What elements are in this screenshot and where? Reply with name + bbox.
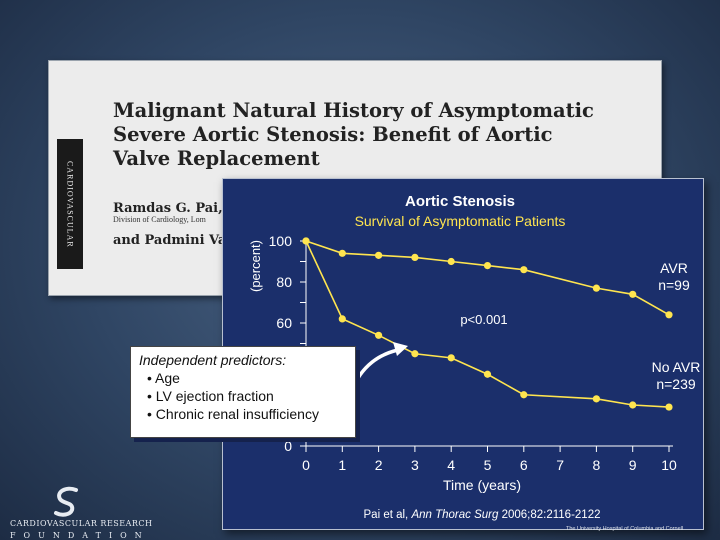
journal-section-label: CARDIOVASCULAR xyxy=(57,139,83,269)
chart-series-labels: AVR n=99 No AVR n=239 xyxy=(652,260,701,392)
predictor-item: Age xyxy=(147,369,347,387)
predictor-item: LV ejection fraction xyxy=(147,387,347,405)
callout-arrow-shaft xyxy=(356,348,400,380)
citation: Pai et al, Ann Thorac Surg 2006;82:2116-… xyxy=(364,509,601,521)
hospital-logo: The University Hospital of Columbia and … xyxy=(566,526,684,532)
swirl-logo-icon xyxy=(54,486,78,517)
x-tick-label: 1 xyxy=(338,457,346,473)
y-tick-label: 100 xyxy=(269,233,293,249)
data-point xyxy=(520,266,528,274)
paper-affiliation: Division of Cardiology, Lom xyxy=(113,215,206,224)
org-name: CARDIOVASCULAR RESEARCH xyxy=(10,519,153,528)
p-value-label: p<0.001 xyxy=(460,312,507,327)
series-label-line: AVR xyxy=(660,260,688,276)
citation-suffix: 2006;82:2116-2122 xyxy=(498,509,600,521)
x-tick-label: 5 xyxy=(484,457,492,473)
y-tick-label: 0 xyxy=(284,438,292,454)
data-point xyxy=(447,257,455,266)
y-axis-label: (percent) xyxy=(248,240,263,292)
y-tick-label: 80 xyxy=(276,274,292,290)
data-point xyxy=(592,284,600,292)
data-point xyxy=(338,315,346,323)
x-tick-label: 10 xyxy=(661,457,677,473)
predictor-item: Chronic renal insufficiency xyxy=(147,405,347,423)
series-label-line: No AVR xyxy=(652,359,701,375)
x-tick-label: 9 xyxy=(629,457,637,473)
chart-title: Aortic Stenosis xyxy=(405,193,515,210)
data-point xyxy=(447,354,455,362)
predictors-callout: Independent predictors: Age LV ejection … xyxy=(130,346,356,438)
predictors-title: Independent predictors: xyxy=(139,352,287,368)
data-point xyxy=(302,237,310,245)
data-point xyxy=(665,403,673,411)
series-label: No AVR n=239 xyxy=(652,359,701,392)
paper-title-line-3: Valve Replacement xyxy=(113,147,320,170)
data-point xyxy=(629,290,637,298)
org-suffix: FOUNDATION xyxy=(10,531,150,540)
data-point xyxy=(411,253,419,261)
data-point xyxy=(520,391,528,399)
chart-annotations: p<0.001 xyxy=(356,312,508,380)
survival-chart: Aortic Stenosis Survival of Asymptomatic… xyxy=(248,193,701,521)
data-point xyxy=(338,249,346,257)
series-line-avr xyxy=(305,240,670,316)
chart-series xyxy=(302,237,673,411)
predictors-list: Age LV ejection fraction Chronic renal i… xyxy=(139,369,347,423)
data-point xyxy=(411,350,419,358)
cvrf-logo: CARDIOVASCULAR RESEARCH FOUNDATION xyxy=(6,484,166,540)
x-tick-label: 7 xyxy=(556,457,564,473)
x-tick-label: 6 xyxy=(520,457,528,473)
x-axis-label: Time (years) xyxy=(443,477,521,493)
series-label: AVR n=99 xyxy=(658,260,690,293)
data-point xyxy=(375,251,383,259)
x-tick-label: 0 xyxy=(302,457,310,473)
citation-journal: Ann Thorac Surg xyxy=(410,509,499,521)
data-point xyxy=(629,401,637,409)
y-tick-label: 60 xyxy=(276,315,292,331)
data-point xyxy=(375,331,383,339)
citation-prefix: Pai et al, xyxy=(364,509,412,521)
data-point xyxy=(483,262,492,270)
data-point xyxy=(483,370,492,378)
chart-subtitle: Survival of Asymptomatic Patients xyxy=(355,213,566,229)
callout-arrowhead-icon xyxy=(393,342,408,356)
series-label-line: n=239 xyxy=(656,376,696,392)
paper-title-line-1: Malignant Natural History of Asymptomati… xyxy=(113,99,594,122)
x-tick-label: 3 xyxy=(411,457,419,473)
series-label-line: n=99 xyxy=(658,277,690,293)
paper-title-line-2: Severe Aortic Stenosis: Benefit of Aorti… xyxy=(113,123,553,146)
x-tick-label: 2 xyxy=(375,457,383,473)
data-point xyxy=(592,395,600,403)
data-point xyxy=(665,311,673,319)
x-tick-label: 4 xyxy=(447,457,455,473)
paper-title: Malignant Natural History of Asymptomati… xyxy=(113,99,653,171)
x-tick-label: 8 xyxy=(593,457,601,473)
chart-axes: 0 60 80 100 0 1 2 3 4 5 6 7 8 9 10 xyxy=(269,233,677,473)
series-line-no-avr xyxy=(305,240,670,408)
